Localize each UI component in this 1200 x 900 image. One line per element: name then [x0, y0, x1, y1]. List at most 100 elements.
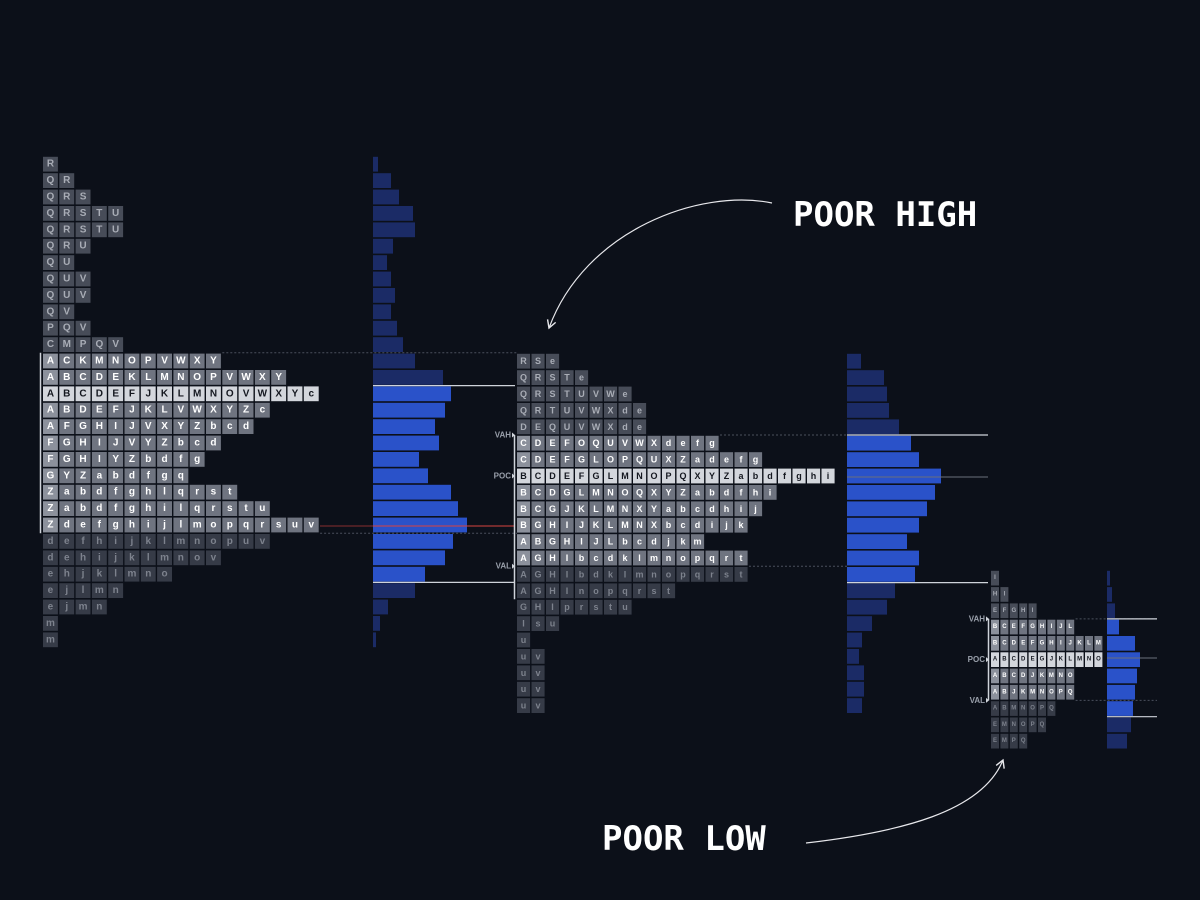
tpo-cell: [43, 616, 58, 631]
tpo-letter: g: [709, 438, 715, 448]
tpo-letter: C: [79, 388, 86, 399]
tpo-letter: P: [145, 356, 152, 367]
tpo-cell: [749, 501, 763, 517]
tpo-letter: V: [622, 438, 628, 448]
tpo-letter: k: [623, 553, 629, 563]
tpo-letter: l: [638, 553, 641, 563]
tpo-cell: [303, 386, 319, 402]
tpo-letter: s: [594, 602, 599, 612]
tpo-cell: [59, 583, 75, 598]
tpo-cell: [604, 599, 618, 615]
marker-val: VAL: [496, 562, 512, 571]
tpo-cell: [173, 386, 189, 402]
tpo-cell: [43, 353, 58, 369]
tpo-letter: V: [129, 438, 136, 449]
tpo-letter: u: [521, 684, 527, 694]
tpo-cell: [589, 468, 603, 484]
tpo-letter: K: [1059, 657, 1064, 663]
tpo-letter: f: [147, 470, 151, 481]
tpo-letter: g: [129, 503, 135, 514]
tpo-letter: g: [129, 487, 135, 498]
tpo-letter: g: [161, 470, 167, 481]
tpo-cell: [75, 288, 91, 303]
tpo-letter: r: [580, 602, 584, 612]
tpo-cell: [140, 402, 156, 418]
tpo-letter: c: [260, 405, 266, 416]
tpo-letter: Q: [47, 192, 55, 203]
tpo-letter: K: [145, 405, 153, 416]
tpo-letter: U: [564, 422, 571, 432]
tpo-cell: [662, 583, 676, 599]
tpo-cell: [173, 370, 189, 385]
tpo-letter: d: [129, 470, 135, 481]
tpo-letter: o: [593, 586, 599, 596]
tpo-cell: [531, 485, 545, 500]
tpo-letter: O: [607, 455, 614, 465]
tpo-letter: D: [1021, 673, 1026, 679]
tpo-letter: O: [226, 388, 234, 399]
tpo-letter: B: [520, 487, 527, 497]
tpo-letter: a: [695, 487, 701, 497]
tpo-cell: [589, 386, 603, 402]
tpo-letter: F: [579, 471, 585, 481]
tpo-cell: [546, 501, 560, 517]
tpo-letter: e: [64, 552, 70, 563]
tpo-letter: F: [564, 438, 570, 448]
tpo-cell: [618, 386, 632, 402]
tpo-cell: [59, 370, 75, 385]
tpo-letter: n: [145, 569, 151, 580]
tpo-letter: C: [535, 487, 542, 497]
tpo-letter: C: [63, 356, 70, 367]
tpo-cell: [589, 419, 603, 435]
tpo-cell: [75, 320, 91, 336]
tpo-cell: [222, 517, 238, 533]
tpo-cell: [43, 534, 58, 549]
tpo-letter: i: [740, 504, 743, 514]
tpo-letter: d: [47, 536, 53, 547]
tpo-letter: a: [695, 455, 701, 465]
tpo-cell: [991, 570, 999, 586]
tpo-letter: F: [113, 405, 119, 416]
tpo-letter: I: [566, 553, 569, 563]
tpo-cell: [531, 550, 545, 566]
tpo-cell: [531, 534, 545, 549]
tpo-letter: R: [535, 373, 542, 383]
tpo-cell: [157, 435, 172, 451]
tpo-letter: e: [637, 405, 642, 415]
tpo-cell: [173, 550, 189, 566]
tpo-letter: b: [80, 503, 86, 514]
tpo-letter: p: [564, 602, 570, 612]
tpo-cell: [618, 517, 632, 533]
tpo-cell: [1009, 717, 1018, 733]
tpo-cell: [157, 419, 172, 434]
tpo-letter: n: [651, 569, 657, 579]
tpo-letter: v: [260, 536, 266, 547]
volume-bar: [373, 550, 445, 566]
volume-bar: [373, 599, 388, 615]
tpo-letter: H: [549, 569, 556, 579]
tpo-letter: B: [63, 405, 70, 416]
tpo-letter: I: [580, 537, 583, 547]
tpo-letter: G: [535, 553, 542, 563]
tpo-cell: [43, 337, 58, 352]
tpo-letter: O: [1021, 722, 1026, 728]
volume-bar: [373, 402, 445, 418]
tpo-cell: [560, 419, 574, 435]
tpo-letter: m: [160, 552, 169, 563]
tpo-letter: m: [193, 520, 202, 531]
volume-bar: [373, 370, 443, 385]
tpo-letter: u: [521, 668, 527, 678]
tpo-cell: [589, 435, 603, 451]
tpo-letter: A: [47, 405, 54, 416]
tpo-letter: M: [1030, 689, 1035, 695]
tpo-cell: [173, 501, 189, 516]
tpo-letter: B: [993, 624, 998, 630]
tpo-letter: O: [1049, 689, 1054, 695]
tpo-cell: [560, 485, 574, 500]
tpo-cell: [662, 468, 676, 484]
marker-arrow: [986, 616, 989, 622]
tpo-cell: [173, 534, 189, 549]
tpo-letter: e: [724, 455, 729, 465]
tpo-letter: D: [96, 388, 103, 399]
tpo-cell: [618, 485, 632, 500]
